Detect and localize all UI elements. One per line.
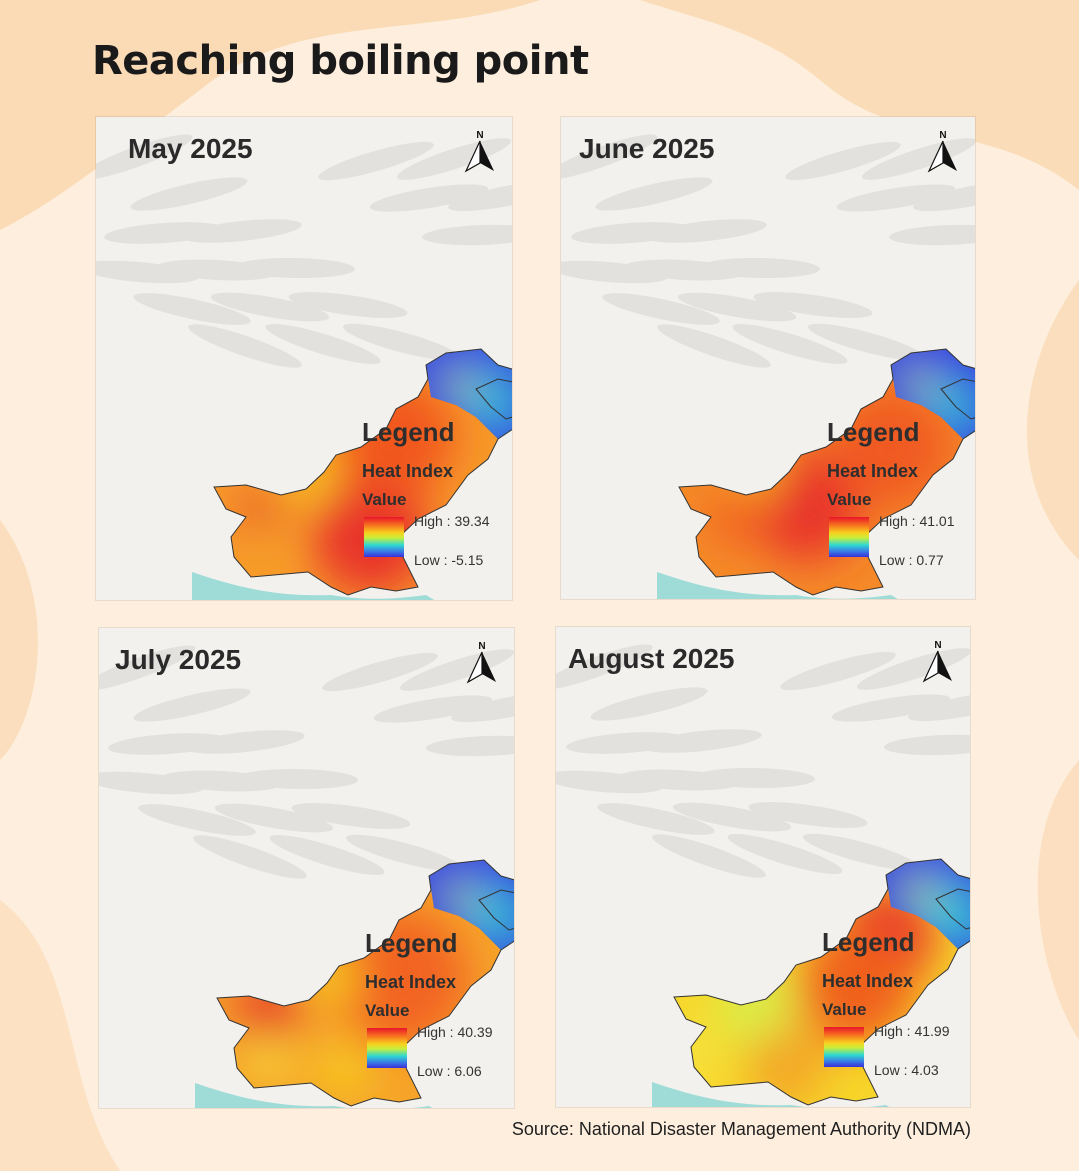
svg-text:N: N <box>939 130 946 141</box>
legend-color-ramp <box>829 517 869 557</box>
legend-color-ramp <box>367 1028 407 1068</box>
map-month-title: May 2025 <box>128 133 253 164</box>
north-arrow-icon: N <box>920 639 956 685</box>
legend-value-label: Value <box>362 490 407 509</box>
map-legend: Legend Heat Index Value High : 41.99 Low… <box>820 927 970 1078</box>
pakistan-heat-map <box>96 117 512 600</box>
map-month-title: June 2025 <box>579 133 715 164</box>
legend-value-label: Value <box>827 490 872 509</box>
legend-title: Legend <box>362 417 455 447</box>
legend-title: Legend <box>822 927 915 957</box>
source-note: Source: National Disaster Management Aut… <box>511 1119 971 1139</box>
legend-low-value: Low : -5.15 <box>414 552 484 568</box>
legend-low-value: Low : 0.77 <box>879 552 944 568</box>
legend-high-value: High : 39.34 <box>414 513 490 529</box>
svg-text:N: N <box>934 640 941 651</box>
legend-title: Legend <box>827 417 920 447</box>
legend-low-value: Low : 4.03 <box>874 1062 939 1078</box>
legend-low-value: Low : 6.06 <box>417 1063 482 1079</box>
legend-high-value: High : 40.39 <box>417 1024 493 1040</box>
legend-subtitle: Heat Index <box>362 461 454 481</box>
legend-subtitle: Heat Index <box>827 461 919 481</box>
map-legend: Legend Heat Index Value High : 41.01 Low… <box>825 417 975 568</box>
legend-high-value: High : 41.01 <box>879 513 955 529</box>
map-panel-august: August 2025 N Legend Heat Index Value Hi… <box>556 627 970 1107</box>
legend-value-label: Value <box>365 1001 410 1020</box>
map-month-title: August 2025 <box>568 643 735 674</box>
north-arrow-icon: N <box>462 129 498 175</box>
map-panel-may: May 2025 N Legend Heat Index Value High … <box>96 117 512 600</box>
legend-color-ramp <box>364 517 404 557</box>
map-legend: Legend Heat Index Value High : 39.34 Low… <box>360 417 510 568</box>
legend-subtitle: Heat Index <box>365 972 457 992</box>
north-arrow-icon: N <box>925 129 961 175</box>
legend-title: Legend <box>365 928 458 958</box>
map-month-title: July 2025 <box>115 644 242 675</box>
pakistan-heat-map <box>556 627 970 1107</box>
legend-subtitle: Heat Index <box>822 971 914 991</box>
legend-value-label: Value <box>822 1000 867 1019</box>
svg-text:N: N <box>476 130 483 141</box>
map-legend: Legend Heat Index Value High : 40.39 Low… <box>363 928 513 1079</box>
pakistan-heat-map <box>99 628 514 1108</box>
page-title: Reaching boiling point <box>92 38 589 84</box>
pakistan-heat-map <box>561 117 975 599</box>
svg-text:N: N <box>478 641 485 652</box>
legend-color-ramp <box>824 1027 864 1067</box>
north-arrow-icon: N <box>464 640 500 686</box>
map-panel-july: July 2025 N Legend Heat Index Value High… <box>99 628 514 1108</box>
legend-high-value: High : 41.99 <box>874 1023 950 1039</box>
map-panel-june: June 2025 N Legend Heat Index Value High… <box>561 117 975 599</box>
